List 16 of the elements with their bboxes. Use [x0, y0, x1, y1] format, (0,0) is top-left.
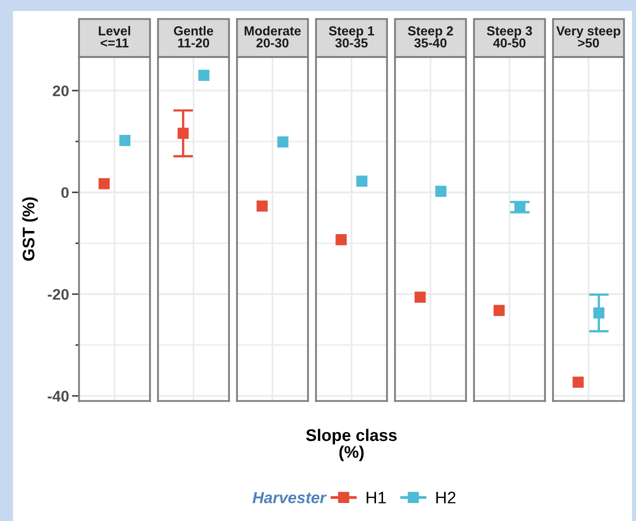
x-tick-label: Moderate 20-30: [244, 26, 301, 48]
x-tick-label: Gentle 11-20: [174, 26, 214, 48]
x-tick-label: Steep 2 35-40: [408, 26, 453, 48]
x-axis-title: Slope class (%): [306, 428, 397, 462]
legend-title: Harvester: [252, 492, 327, 504]
y-tick-label: -20: [48, 289, 69, 300]
y-axis-title: GST (%): [22, 197, 38, 261]
legend-label: H2: [436, 492, 456, 504]
x-tick-label: Very steep >50: [556, 26, 620, 48]
y-tick-label: 20: [52, 85, 69, 96]
y-tick-label: -40: [48, 390, 69, 402]
x-tick-label: Steep 3 40-50: [486, 26, 532, 48]
y-tick-label: 0: [61, 187, 69, 198]
x-tick-label: Steep 1 30-35: [328, 26, 374, 48]
legend-label: H1: [366, 492, 386, 504]
x-tick-label: Level <=11: [98, 26, 130, 48]
